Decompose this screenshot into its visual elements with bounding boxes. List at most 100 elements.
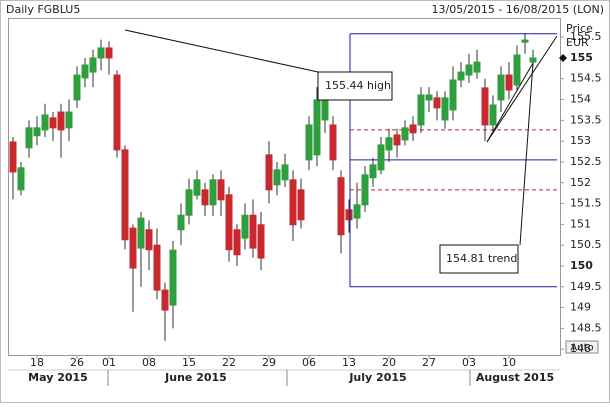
candle-body [481,87,489,126]
candle-body [65,111,73,129]
candle-body [57,111,65,131]
y-tick-label: 148 [570,342,591,355]
x-tick-label: 26 [70,356,84,369]
candle-body [89,57,97,73]
candle-body [305,124,313,161]
y-tick-label: 152 [570,176,591,189]
annotation-box [317,71,393,101]
candle-body [41,114,49,131]
candle-body [9,141,17,173]
trend-line [486,35,558,143]
candle-body [177,214,185,231]
y-tick-label: 153 [570,134,591,147]
auto-button-label[interactable]: Auto [570,343,593,354]
candle-body [97,47,105,59]
trend-line [124,29,319,73]
candle-body [201,189,209,206]
candle-body [81,64,89,79]
candle-body [241,214,249,239]
candle-body [233,229,241,256]
y-tick-label: 151.5 [570,197,602,210]
month-label: July 2015 [348,371,406,384]
chart-title: Daily FGBLU5 [6,3,80,16]
candle-body [489,104,497,126]
candle-body [129,227,137,269]
y-tick-label: 153.5 [570,113,602,126]
candle-body [505,74,513,91]
y-axis-label: EUR [566,36,589,49]
y-tick-label: 154.5 [570,72,602,85]
month-label: May 2015 [28,371,88,384]
last-price-marker [559,53,567,62]
candle-body [417,94,425,126]
x-tick-label: 18 [30,356,44,369]
candle-body [385,137,393,151]
y-tick-label: 152.5 [570,155,602,168]
x-tick-label: 15 [182,356,196,369]
candle-body [209,179,217,206]
candle-body [441,97,449,121]
candle-body [217,179,225,201]
candle-body [289,179,297,226]
candle-body [329,124,337,161]
y-tick-label: 154 [570,93,591,106]
candle-body [113,74,121,151]
candle-body [17,167,25,191]
y-tick-label: 149.5 [570,280,602,293]
annotation: 154.81 trend [446,252,517,265]
candle-body [73,74,81,101]
candle-body [409,124,417,134]
y-tick-label: 150 [570,259,593,272]
candle-body [449,79,457,111]
y-tick-label: 149 [570,301,591,314]
date-range: 13/05/2015 - 16/08/2015 (LON) [432,3,604,16]
x-tick-label: 10 [502,356,516,369]
candle-body [121,149,129,241]
connector [519,62,534,246]
y-tick-label: 155.5 [570,30,602,43]
candle-body [49,117,57,129]
x-tick-label: 20 [382,356,396,369]
x-tick-label: 22 [222,356,236,369]
candle-body [377,144,385,171]
candle-body [433,97,441,109]
candle-body [369,164,377,179]
candle-body [297,189,305,221]
candle-body [345,209,353,221]
candle-body [257,224,265,259]
candle-body [497,74,505,101]
x-tick-label: 06 [302,356,316,369]
candle-body [361,174,369,206]
candle-body [457,71,465,81]
annotation: 155.44 high [325,79,391,92]
candle-body [273,169,281,186]
y-tick-label: 155 [570,51,593,64]
y-axis-label: Price [566,22,593,35]
candle-body [185,189,193,216]
candle-body [473,61,481,73]
candle-body [465,64,473,76]
candle-body [425,94,433,101]
candle-body [137,217,145,249]
y-tick-label: 150.5 [570,238,602,251]
candle-body [105,47,113,59]
y-tick-label: 151 [570,217,591,230]
candle-body [153,244,161,291]
candle-body [521,39,529,43]
candle-body [337,177,345,236]
month-label: June 2015 [164,371,227,384]
trend-line [486,62,534,143]
candle-body [145,229,153,251]
x-tick-label: 03 [462,356,476,369]
month-label: August 2015 [476,371,554,384]
candle-body [393,134,401,146]
annotation-box [439,244,519,274]
candle-body [513,54,521,86]
candle-body [313,99,321,156]
x-tick-label: 27 [422,356,436,369]
auto-button[interactable] [565,340,599,354]
candle-body [401,127,409,141]
candle-body [193,179,201,196]
candle-body [249,214,257,249]
y-tick-label: 148.5 [570,321,602,334]
